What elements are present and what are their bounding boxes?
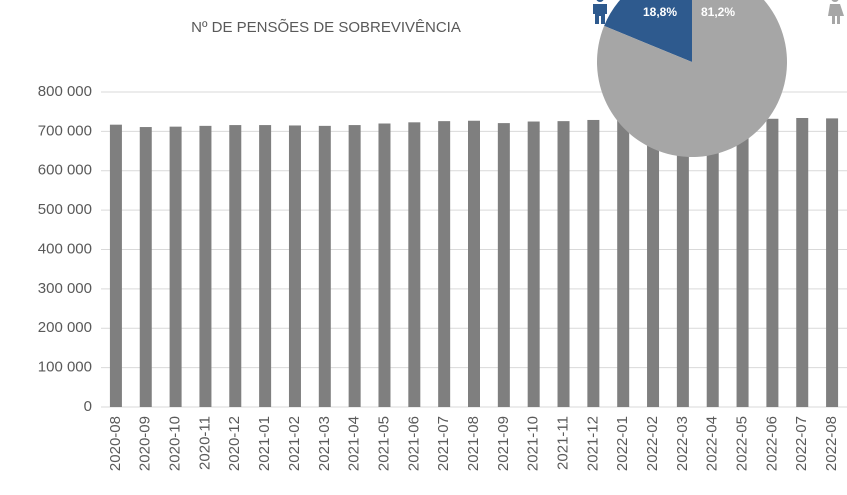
y-tick-label: 100 000 [38, 359, 92, 376]
x-tick-label: 2021-11 [554, 416, 571, 470]
bar [647, 120, 660, 407]
x-tick-label: 2022-03 [674, 416, 691, 471]
bar [169, 126, 182, 408]
bar [348, 125, 361, 407]
y-tick-label: 0 [84, 398, 92, 415]
bar [199, 125, 212, 408]
bar [527, 121, 540, 407]
bar [826, 118, 839, 407]
bar [229, 125, 242, 407]
x-tick-label: 2021-06 [405, 416, 422, 471]
y-tick-label: 600 000 [38, 162, 92, 179]
y-tick-label: 800 000 [38, 83, 92, 100]
bar [557, 121, 570, 407]
x-tick-label: 2021-09 [495, 416, 512, 471]
x-tick-label: 2021-10 [525, 416, 542, 471]
chart-title: Nº DE PENSÕES DE SOBREVIVÊNCIA [191, 19, 461, 36]
male-icon [593, 0, 607, 24]
data-label: 18,8% [643, 5, 677, 19]
x-tick-label: 2022-04 [704, 416, 721, 471]
bar [408, 122, 421, 407]
bar [438, 121, 451, 407]
x-tick-label: 2022-08 [823, 416, 840, 471]
y-tick-label: 400 000 [38, 240, 92, 257]
bar [259, 125, 272, 407]
y-tick-label: 700 000 [38, 122, 92, 139]
pie-slice [604, 0, 692, 62]
x-tick-label: 2022-06 [763, 416, 780, 471]
bar [497, 123, 510, 407]
bar [139, 127, 152, 407]
x-tick-label: 2022-02 [644, 416, 661, 471]
x-tick-label: 2021-04 [346, 416, 363, 471]
bar [378, 123, 391, 407]
x-tick-label: 2020-10 [167, 416, 184, 471]
bar [109, 124, 122, 408]
x-tick-label: 2020-12 [226, 416, 243, 471]
bar [468, 120, 480, 408]
bar [796, 117, 809, 408]
y-tick-label: 500 000 [38, 201, 92, 218]
x-tick-label: 2021-12 [584, 416, 601, 471]
bar [676, 119, 689, 408]
bar [766, 118, 779, 408]
x-tick-label: 2021-01 [256, 416, 273, 471]
icon-head [596, 0, 604, 2]
icon-body [828, 4, 844, 24]
x-tick-label: 2021-07 [435, 416, 452, 471]
icon-head [831, 0, 839, 2]
x-tick-label: 2021-08 [465, 416, 482, 471]
x-tick-label: 2020-08 [107, 416, 124, 471]
bar [288, 125, 301, 407]
female-icon [828, 0, 844, 24]
x-tick-label: 2022-07 [793, 416, 810, 471]
x-tick-label: 2021-03 [316, 416, 333, 471]
y-tick-label: 200 000 [38, 319, 92, 336]
x-tick-label: 2020-11 [196, 416, 213, 470]
pie-slice [597, 0, 787, 157]
x-tick-label: 2022-05 [734, 416, 751, 471]
x-tick-label: 2021-02 [286, 416, 303, 471]
x-tick-label: 2022-01 [614, 416, 631, 471]
bar [706, 119, 719, 407]
icon-body [593, 4, 607, 24]
bar [318, 125, 331, 408]
x-tick-label: 2021-05 [375, 416, 392, 471]
bar [617, 120, 630, 407]
data-label: 81,2% [701, 5, 735, 19]
bar [736, 118, 749, 408]
bar [587, 119, 600, 408]
y-tick-label: 300 000 [38, 280, 92, 297]
x-tick-label: 2020-09 [137, 416, 154, 471]
